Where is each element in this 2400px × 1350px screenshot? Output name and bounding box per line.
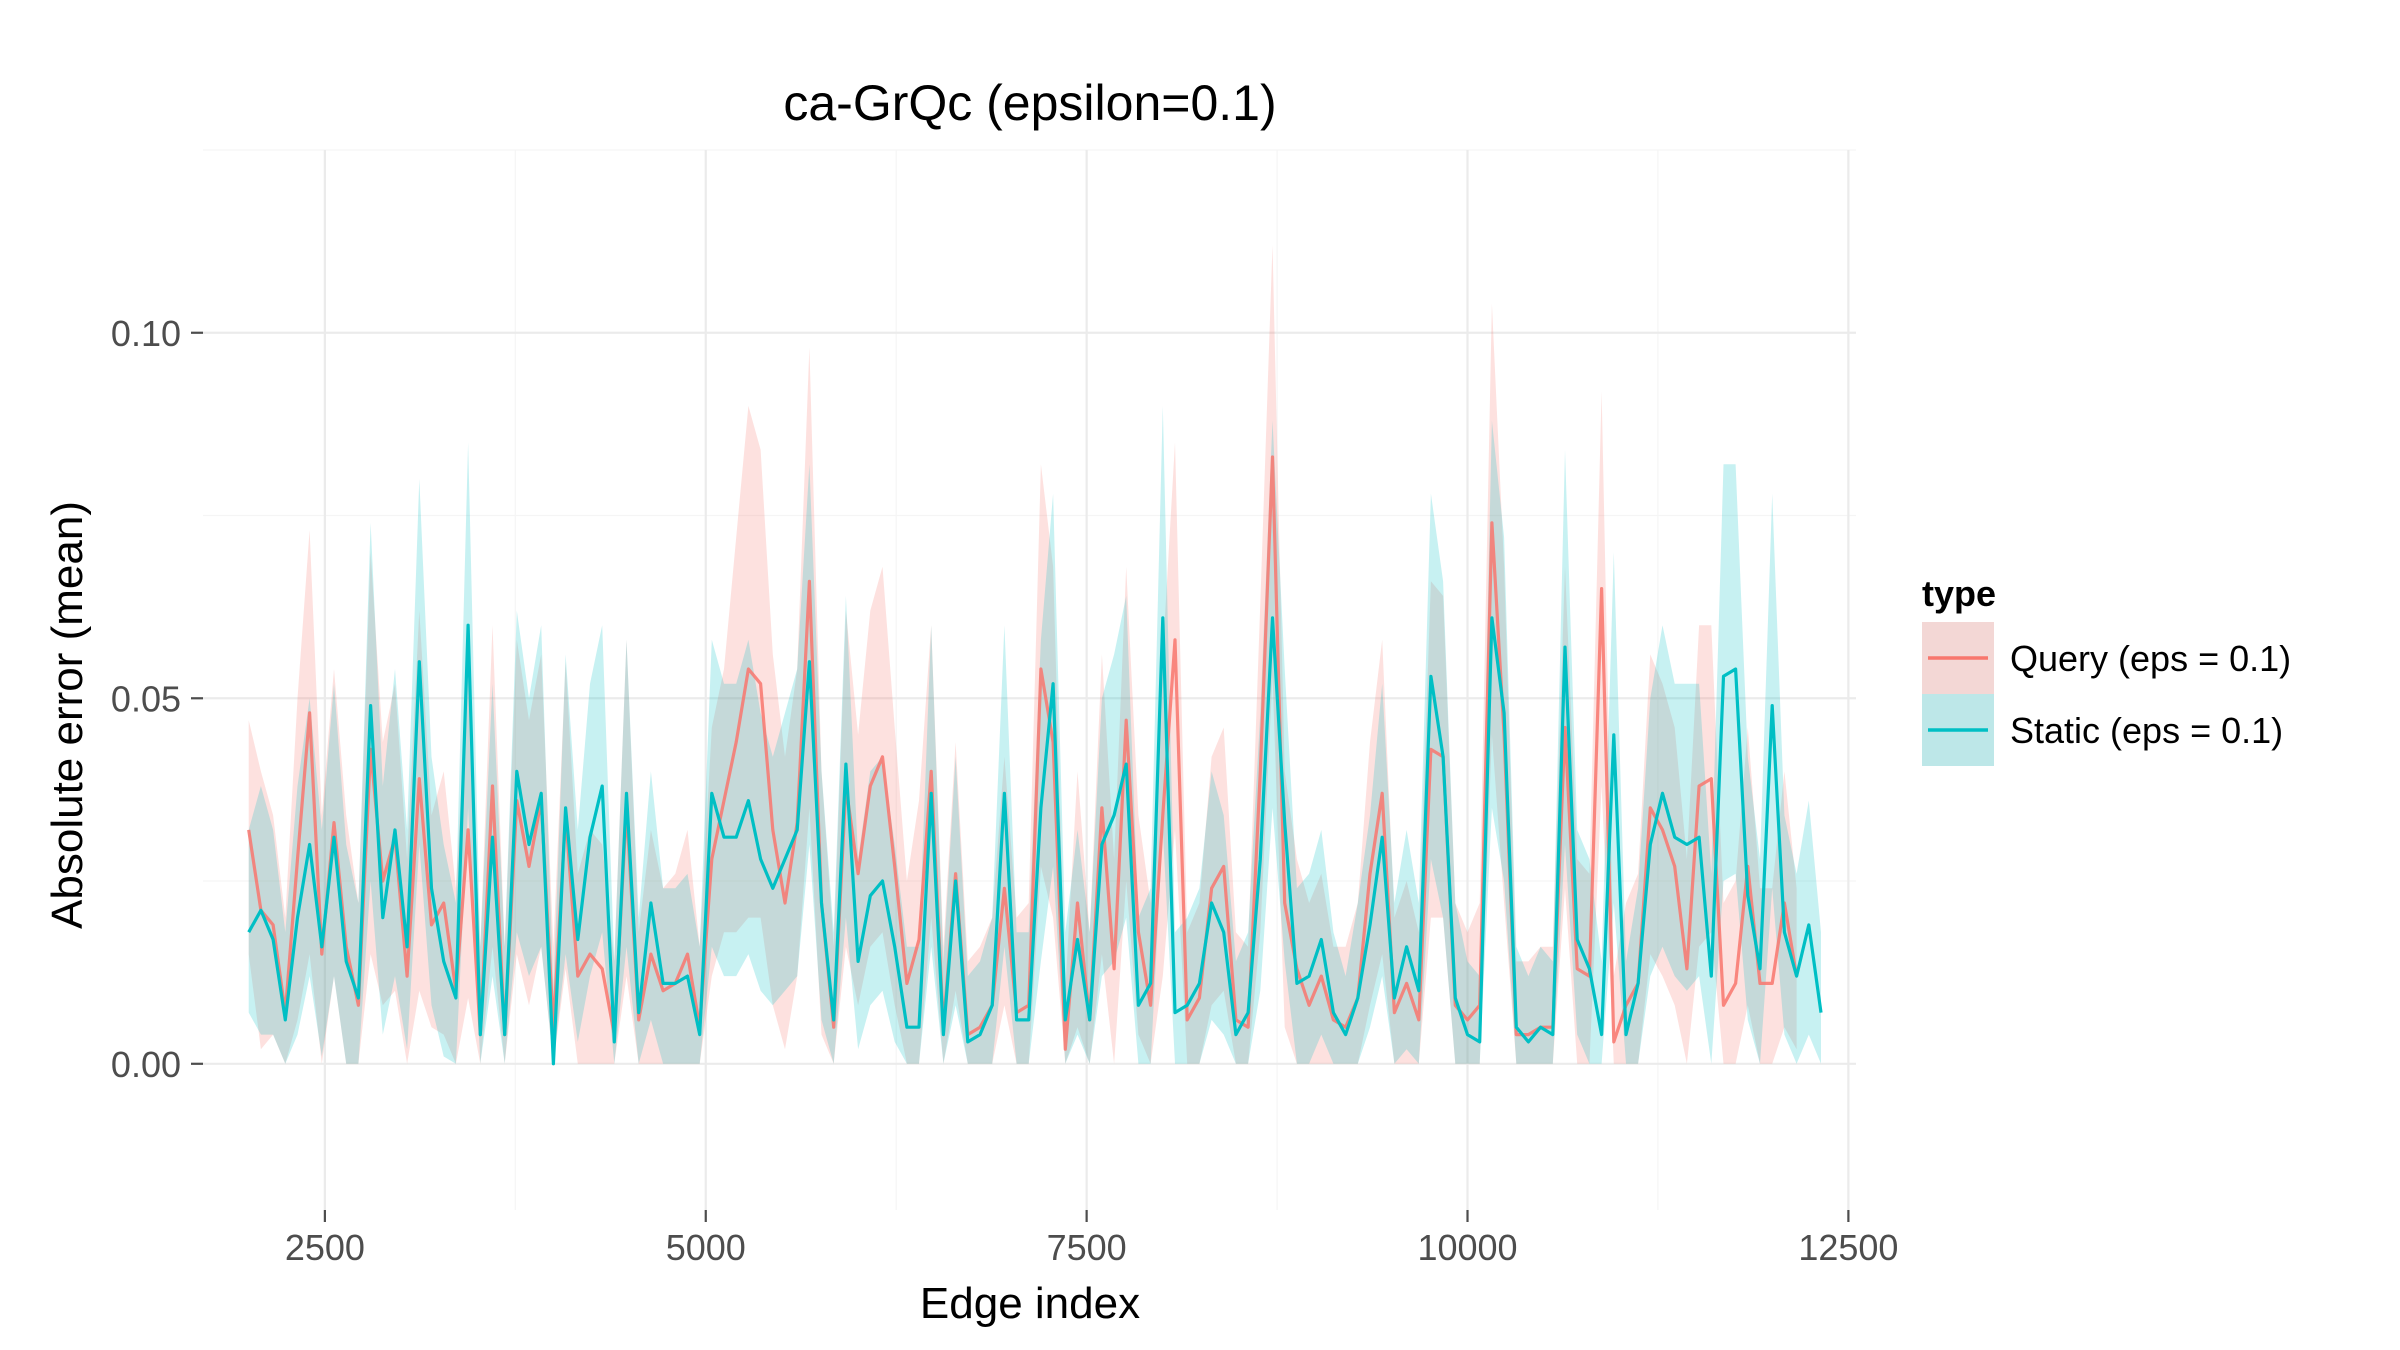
x-tick-label: 7500	[1047, 1227, 1127, 1268]
legend-item-query: Query (eps = 0.1)	[1922, 622, 2291, 694]
chart-title: ca-GrQc (epsilon=0.1)	[783, 75, 1276, 131]
x-axis-title: Edge index	[920, 1279, 1140, 1328]
line-static	[247, 616, 1823, 1066]
legend-label: Query (eps = 0.1)	[2010, 638, 2291, 679]
y-axis-title: Absolute error (mean)	[43, 501, 92, 929]
grid	[203, 149, 1856, 1210]
legend-title: type	[1922, 573, 1996, 614]
axes: 2500 5000 7500 10000 12500 0.00 0.05 0.10	[111, 313, 1899, 1268]
y-tick-label: 0.10	[111, 313, 181, 354]
y-tick-label: 0.00	[111, 1044, 181, 1085]
legend: type Query (eps = 0.1) Static (eps = 0.1)	[1922, 573, 2291, 766]
legend-label: Static (eps = 0.1)	[2010, 710, 2283, 751]
x-tick-label: 2500	[285, 1227, 365, 1268]
x-tick-label: 12500	[1798, 1227, 1898, 1268]
series-lines	[247, 455, 1823, 1066]
x-tick-label: 10000	[1417, 1227, 1517, 1268]
legend-item-static: Static (eps = 0.1)	[1922, 694, 2283, 766]
ribbon-static	[248, 405, 1822, 1064]
y-tick-label: 0.05	[111, 678, 181, 719]
x-tick-label: 5000	[666, 1227, 746, 1268]
